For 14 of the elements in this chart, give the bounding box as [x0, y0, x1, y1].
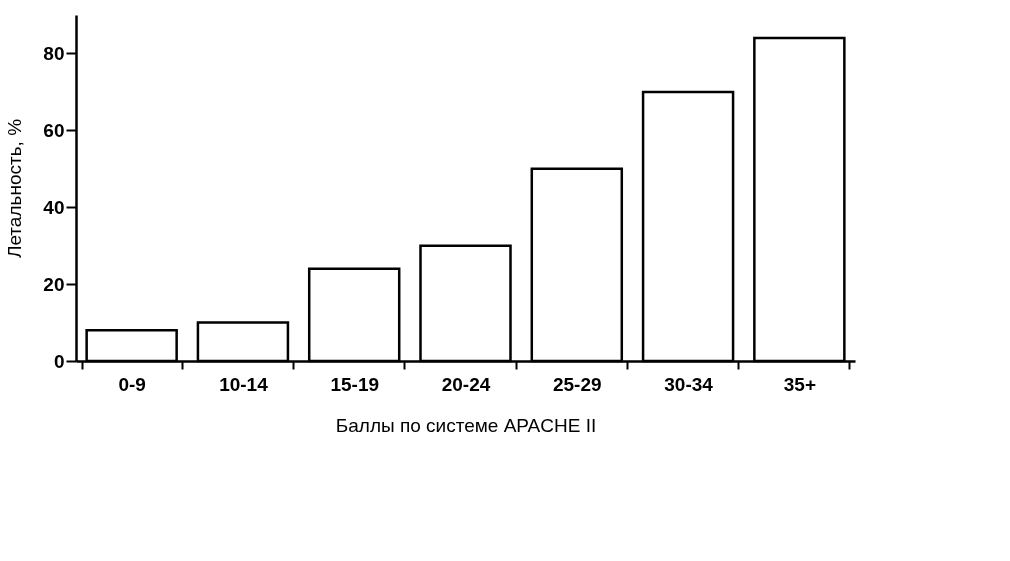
y-axis-title: Летальность, % — [4, 118, 26, 259]
x-tick-label: 15-19 — [330, 373, 380, 395]
x-tick-label: 10-14 — [219, 373, 269, 395]
y-tick-label: 80 — [43, 42, 65, 64]
y-tick-label: 0 — [53, 350, 65, 372]
y-tick-label: 20 — [43, 273, 65, 295]
x-tick-label: 20-24 — [441, 373, 491, 395]
x-tick-label: 35+ — [783, 373, 816, 395]
x-tick-label: 30-34 — [664, 373, 714, 395]
y-tick-label: 60 — [43, 119, 65, 141]
y-tick-label: 40 — [43, 196, 65, 218]
x-tick-label: 25-29 — [552, 373, 602, 395]
x-tick-label: 0-9 — [118, 373, 146, 395]
x-axis-title: Баллы по системе APACHE II — [335, 414, 597, 436]
